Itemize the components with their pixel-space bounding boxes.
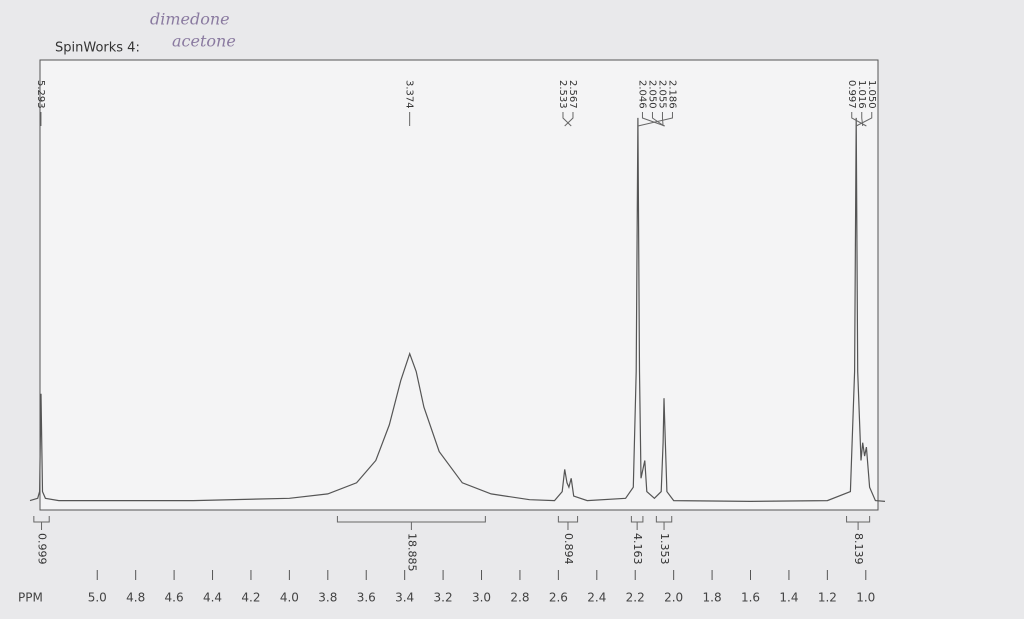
peak-label: 1.016	[856, 80, 867, 109]
integral-label: 0.894	[562, 533, 575, 565]
integral-label: 1.353	[658, 533, 671, 565]
x-tick-label: 4.8	[126, 591, 145, 605]
peak-label: 3.374	[404, 80, 415, 109]
peak-label: 1.050	[866, 80, 877, 109]
x-tick-label: 2.6	[549, 591, 568, 605]
x-tick-label: 5.0	[88, 591, 107, 605]
x-tick-label: 4.4	[203, 591, 222, 605]
integral-label: 18.885	[405, 533, 418, 572]
peak-label: 0.997	[846, 80, 857, 109]
peak-label: 2.567	[567, 80, 578, 109]
integral-label: 0.999	[36, 533, 49, 565]
x-tick-label: 1.0	[856, 591, 875, 605]
peak-connector	[855, 112, 873, 127]
peak-label: 5.293	[35, 80, 46, 109]
x-tick-label: 2.2	[626, 591, 645, 605]
x-tick-label: 1.4	[779, 591, 798, 605]
integral-bracket	[655, 516, 673, 530]
peak-connector	[562, 112, 572, 127]
integral-bracket	[336, 516, 486, 530]
integral-bracket	[630, 516, 644, 530]
x-tick-label: 1.6	[741, 591, 760, 605]
handwritten-note: dimedone	[150, 10, 230, 29]
peak-connector	[637, 112, 673, 127]
peak-connector	[651, 112, 665, 127]
x-tick-label: 4.6	[165, 591, 184, 605]
x-tick-label: 3.6	[357, 591, 376, 605]
integral-bracket	[557, 516, 579, 530]
x-tick-label: 1.8	[703, 591, 722, 605]
x-tick-label: 3.4	[395, 591, 414, 605]
peak-connector	[564, 112, 574, 127]
peak-label: 2.055	[656, 80, 667, 109]
x-tick-label: 2.0	[664, 591, 683, 605]
x-tick-label: 1.2	[818, 591, 837, 605]
x-tick-label: 3.8	[318, 591, 337, 605]
spectrum-line	[29, 117, 886, 503]
peak-label: 2.533	[557, 80, 568, 109]
x-tick-label: 3.0	[472, 591, 491, 605]
chart-title: SpinWorks 4:	[55, 41, 140, 56]
handwritten-note: acetone	[172, 32, 236, 51]
x-tick-label: 2.4	[587, 591, 606, 605]
x-tick-label: 4.2	[241, 591, 260, 605]
peak-label: 2.050	[646, 80, 657, 109]
integral-bracket	[33, 516, 50, 530]
peak-label: 2.186	[666, 80, 677, 109]
integral-label: 8.139	[852, 533, 865, 565]
peak-connector	[661, 112, 664, 127]
peak-label: 2.046	[636, 80, 647, 109]
peak-connector	[641, 112, 665, 127]
integral-label: 4.163	[631, 533, 644, 565]
x-axis-label: PPM	[18, 591, 43, 605]
x-tick-label: 4.0	[280, 591, 299, 605]
x-tick-label: 3.2	[434, 591, 453, 605]
integral-bracket	[846, 516, 871, 530]
plot-frame	[39, 59, 879, 511]
x-tick-label: 2.8	[510, 591, 529, 605]
